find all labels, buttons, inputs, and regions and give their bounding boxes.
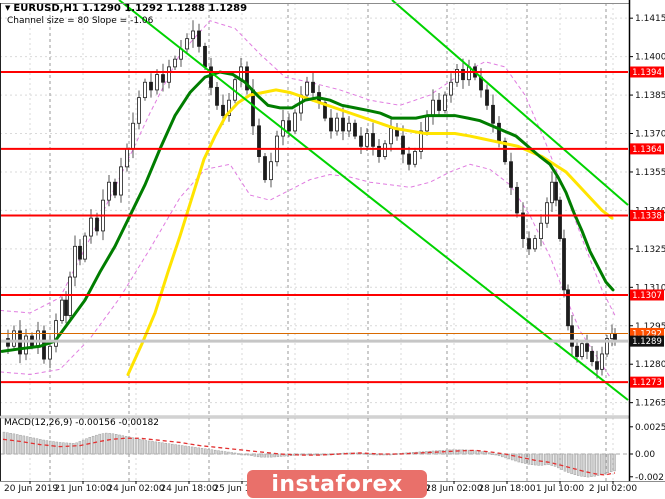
svg-text:25 Jun 10:00: 25 Jun 10:00	[213, 484, 270, 494]
moving-averages	[0, 70, 615, 376]
collapse-icon[interactable]: ▼	[5, 4, 11, 12]
svg-text:1.1295: 1.1295	[635, 322, 665, 332]
svg-text:1.1338: 1.1338	[632, 212, 662, 222]
svg-text:1.1273: 1.1273	[632, 378, 662, 388]
svg-text:1.1370: 1.1370	[635, 130, 665, 140]
svg-text:28 Jun 18:00: 28 Jun 18:00	[478, 484, 535, 494]
svg-text:20 Jun 2019: 20 Jun 2019	[4, 484, 58, 494]
svg-text:21 Jun 10:00: 21 Jun 10:00	[54, 484, 111, 494]
horizontal-levels	[0, 71, 628, 384]
price-axis: 1.14151.14001.13851.13701.13551.13401.13…	[629, 14, 665, 483]
svg-text:1.1400: 1.1400	[635, 53, 665, 63]
chart-title: ▼ EURUSD,H1 1.1290 1.1292 1.1288 1.1289	[5, 3, 247, 14]
svg-text:1.1325: 1.1325	[635, 245, 665, 255]
macd-indicator-label: MACD(12,26,9) -0.00156 -0.00182	[4, 418, 160, 428]
candlesticks	[6, 20, 617, 379]
indicator-bands	[0, 20, 616, 378]
svg-text:1.1307: 1.1307	[632, 291, 662, 301]
svg-text:1.1310: 1.1310	[635, 283, 665, 293]
svg-text:1.1292: 1.1292	[632, 329, 662, 339]
instaforex-watermark: instaforex	[247, 470, 427, 498]
svg-text:1.1289: 1.1289	[632, 337, 662, 347]
svg-text:28 Jun 02:00: 28 Jun 02:00	[425, 484, 482, 494]
svg-text:-0.00217: -0.00217	[635, 473, 665, 483]
svg-text:1.1265: 1.1265	[635, 399, 665, 409]
svg-text:2 Jul 02:00: 2 Jul 02:00	[589, 484, 638, 494]
svg-text:1 Jul 10:00: 1 Jul 10:00	[536, 484, 585, 494]
instaforex-watermark-text: instaforex	[271, 471, 403, 497]
macd-signal-line	[2, 437, 616, 476]
svg-text:1.1394: 1.1394	[632, 68, 662, 78]
symbol-ohlc-text: EURUSD,H1 1.1290 1.1292 1.1288 1.1289	[13, 3, 248, 14]
svg-text:24 Jun 18:00: 24 Jun 18:00	[160, 484, 217, 494]
svg-text:1.1355: 1.1355	[635, 168, 665, 178]
macd-panel	[0, 431, 628, 478]
svg-text:1.1385: 1.1385	[635, 91, 665, 101]
svg-text:0.00: 0.00	[635, 450, 655, 460]
channel-info-text: Channel size = 80 Slope = -1.06	[7, 16, 154, 26]
svg-text:1.1364: 1.1364	[632, 145, 662, 155]
svg-text:1.1415: 1.1415	[635, 14, 665, 24]
green-ma-line	[0, 70, 615, 353]
svg-text:1.1280: 1.1280	[635, 360, 665, 370]
svg-text:24 Jun 02:00: 24 Jun 02:00	[107, 484, 164, 494]
svg-text:0.00259: 0.00259	[635, 423, 665, 433]
price-tag-labels: 1.13941.13641.13381.13071.12731.12921.12…	[630, 66, 664, 388]
